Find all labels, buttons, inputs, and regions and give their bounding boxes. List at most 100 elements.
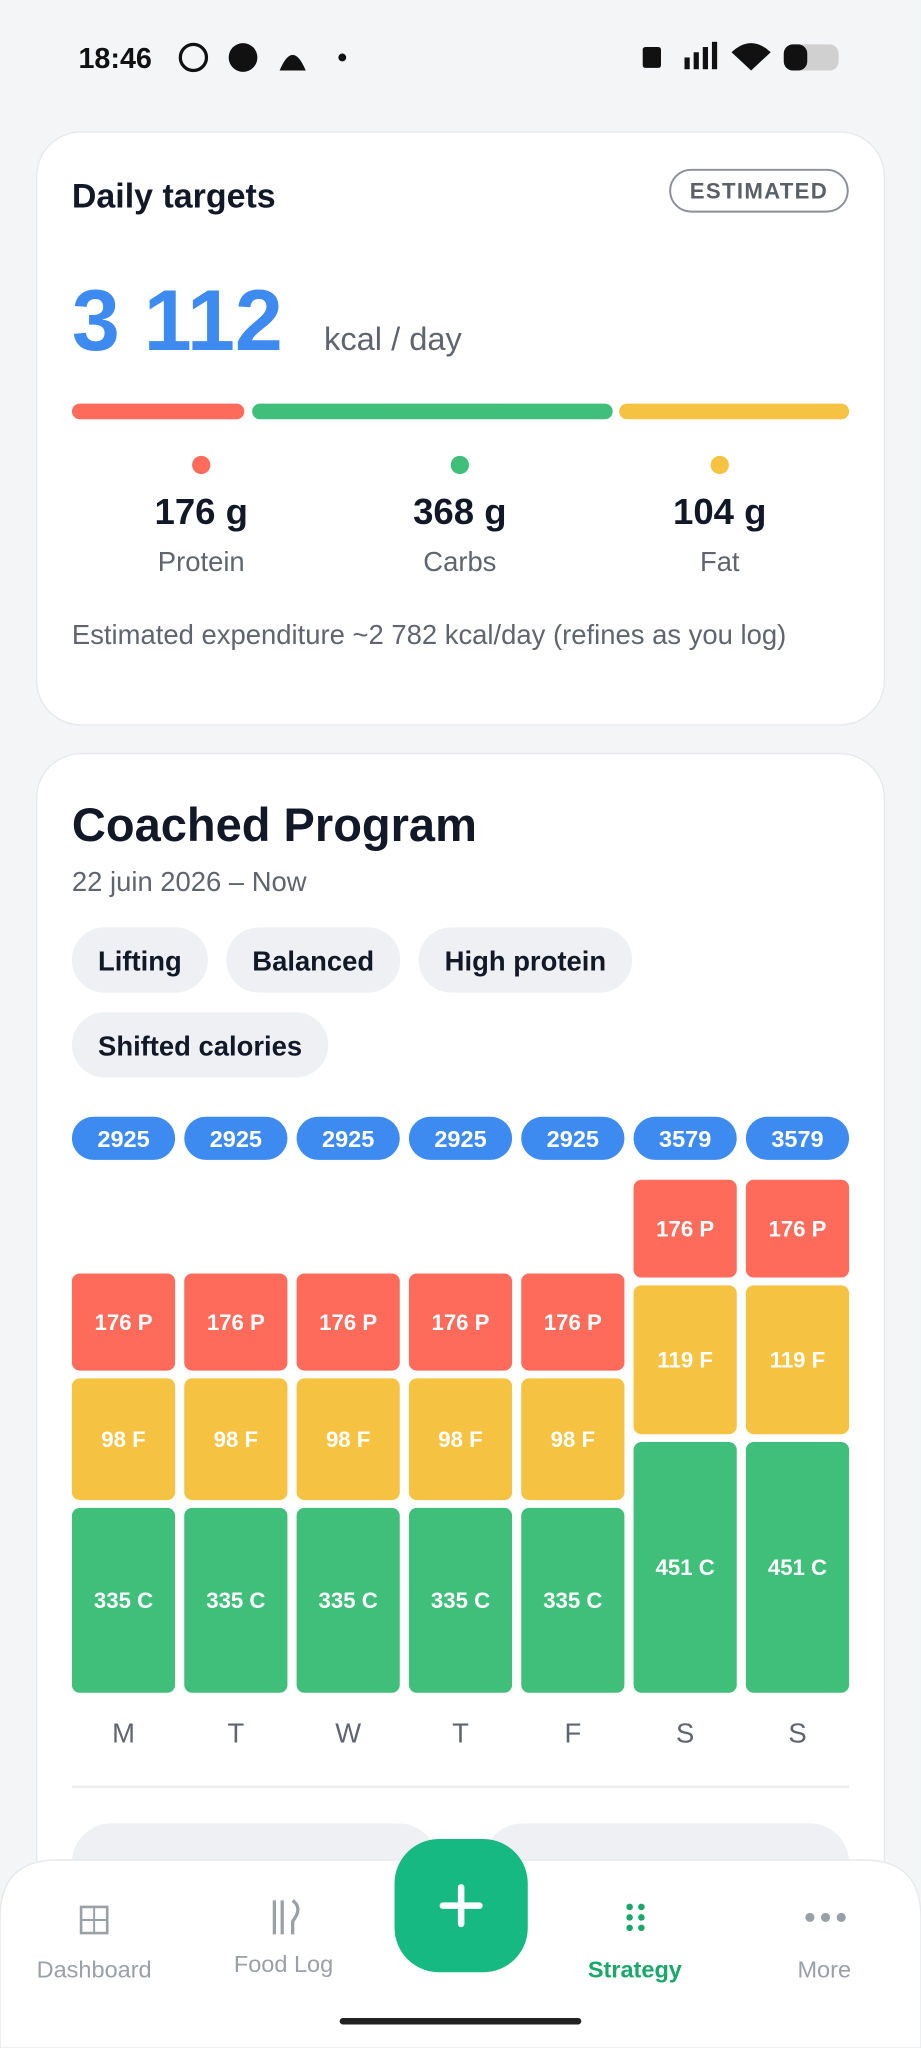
tag[interactable] <box>71 1012 329 1078</box>
nav-icons <box>79 1899 846 1935</box>
segment-label: 176 P <box>95 1310 153 1335</box>
segment-label: 98 F <box>326 1427 370 1452</box>
segment-label: 98 F <box>438 1427 482 1452</box>
segment-label: 335 C <box>94 1588 153 1613</box>
tag-label: Balanced <box>252 945 374 976</box>
segment-carbs <box>745 1442 850 1693</box>
total-label: 2925 <box>434 1126 486 1152</box>
segment-label: 176 P <box>544 1310 602 1335</box>
segment-carbs <box>408 1507 513 1693</box>
segment-protein <box>745 1179 850 1278</box>
macro-dot <box>710 455 729 475</box>
badge-text: ESTIMATED <box>690 179 828 204</box>
add-icon <box>439 1884 483 1928</box>
total-pill <box>521 1116 625 1160</box>
segment-fat <box>521 1378 625 1501</box>
day-label: M <box>112 1717 135 1748</box>
macro-bar-protein <box>71 403 245 420</box>
segment-label: 451 C <box>656 1555 715 1580</box>
segment-carbs <box>633 1442 737 1693</box>
day-label: S <box>676 1717 694 1748</box>
macro-amount: 176 g <box>154 491 248 532</box>
total-label: 2925 <box>547 1126 599 1152</box>
tag[interactable] <box>226 927 401 993</box>
segment-label: 176 P <box>207 1310 265 1335</box>
total-label: 2925 <box>97 1126 149 1152</box>
segment-label: 176 P <box>656 1216 714 1241</box>
macro-bar-fat <box>619 403 850 420</box>
segment-carbs <box>184 1507 288 1693</box>
segment-label: 176 P <box>319 1310 377 1335</box>
macro-dot <box>192 455 211 475</box>
day-label: T <box>227 1717 244 1748</box>
total-pill <box>296 1116 400 1160</box>
status-icons <box>178 41 839 73</box>
segment-protein <box>521 1273 625 1371</box>
segment-protein <box>408 1273 513 1371</box>
kcal-unit: kcal / day <box>324 320 463 357</box>
total-pill <box>408 1116 513 1160</box>
note: Estimated expenditure ~2 782 kcal/day (r… <box>71 620 787 651</box>
segment-label: 176 P <box>432 1310 490 1335</box>
segment-protein <box>184 1273 288 1371</box>
segment-protein <box>71 1273 176 1371</box>
day-label: S <box>788 1717 806 1748</box>
segment-label: 451 C <box>768 1555 827 1580</box>
total-label: 2925 <box>322 1126 374 1152</box>
segment-fat <box>745 1285 850 1435</box>
segment-label: 98 F <box>101 1427 145 1452</box>
nav-label[interactable]: More <box>797 1956 851 1982</box>
nav-label[interactable]: Food Log <box>234 1951 333 1977</box>
segment-label: 119 F <box>657 1348 713 1373</box>
segment-protein <box>633 1179 737 1278</box>
total-label: 2925 <box>210 1126 262 1152</box>
segment-label: 98 F <box>214 1427 258 1452</box>
segment-label: 335 C <box>431 1588 490 1613</box>
note-box: Estimated expenditure ~2 782 kcal/day (r… <box>71 620 787 651</box>
nav-label[interactable]: Dashboard <box>37 1956 152 1982</box>
day-label: W <box>335 1717 361 1748</box>
segment-fat <box>184 1378 288 1501</box>
segment-label: 335 C <box>543 1588 602 1613</box>
total-pill <box>633 1116 737 1160</box>
segment-label: 335 C <box>319 1588 378 1613</box>
segment-fat <box>633 1285 737 1435</box>
program-dates: 22 juin 2026 – Now <box>72 866 307 897</box>
segment-label: 335 C <box>206 1588 265 1613</box>
tag-label: Shifted calories <box>98 1030 302 1061</box>
segment-carbs <box>296 1507 400 1693</box>
macro-amount: 104 g <box>673 491 767 532</box>
segment-carbs <box>521 1507 625 1693</box>
daily-card <box>36 131 885 726</box>
home-indicator <box>339 2017 582 2025</box>
macro-amount: 368 g <box>413 491 507 532</box>
tag[interactable] <box>71 927 208 993</box>
macro-name: Protein <box>158 546 245 577</box>
card-title: Daily targets <box>72 178 276 216</box>
segment-fat <box>408 1378 513 1501</box>
macro-dot <box>450 455 469 475</box>
segment-fat <box>71 1378 176 1501</box>
total-pill <box>184 1116 288 1160</box>
tag-label: High protein <box>445 945 606 976</box>
macro-bar-carbs <box>252 403 613 420</box>
total-label: 3579 <box>771 1126 823 1152</box>
total-label: 3579 <box>659 1126 711 1152</box>
segment-protein <box>296 1273 400 1371</box>
total-pill <box>71 1116 176 1160</box>
segment-label: 98 F <box>551 1427 595 1452</box>
segment-label: 119 F <box>770 1348 826 1373</box>
segment-label: 176 P <box>768 1216 826 1241</box>
clock: 18:46 <box>78 43 151 75</box>
badge <box>669 168 849 213</box>
tag[interactable] <box>418 927 633 993</box>
segment-carbs <box>71 1507 176 1693</box>
nav-label[interactable]: Strategy <box>588 1956 682 1982</box>
macro-name: Fat <box>700 546 740 577</box>
day-label: T <box>452 1717 469 1748</box>
total-pill <box>745 1116 850 1160</box>
macro-name: Carbs <box>423 546 496 577</box>
day-label: F <box>564 1717 581 1748</box>
segment-fat <box>296 1378 400 1501</box>
